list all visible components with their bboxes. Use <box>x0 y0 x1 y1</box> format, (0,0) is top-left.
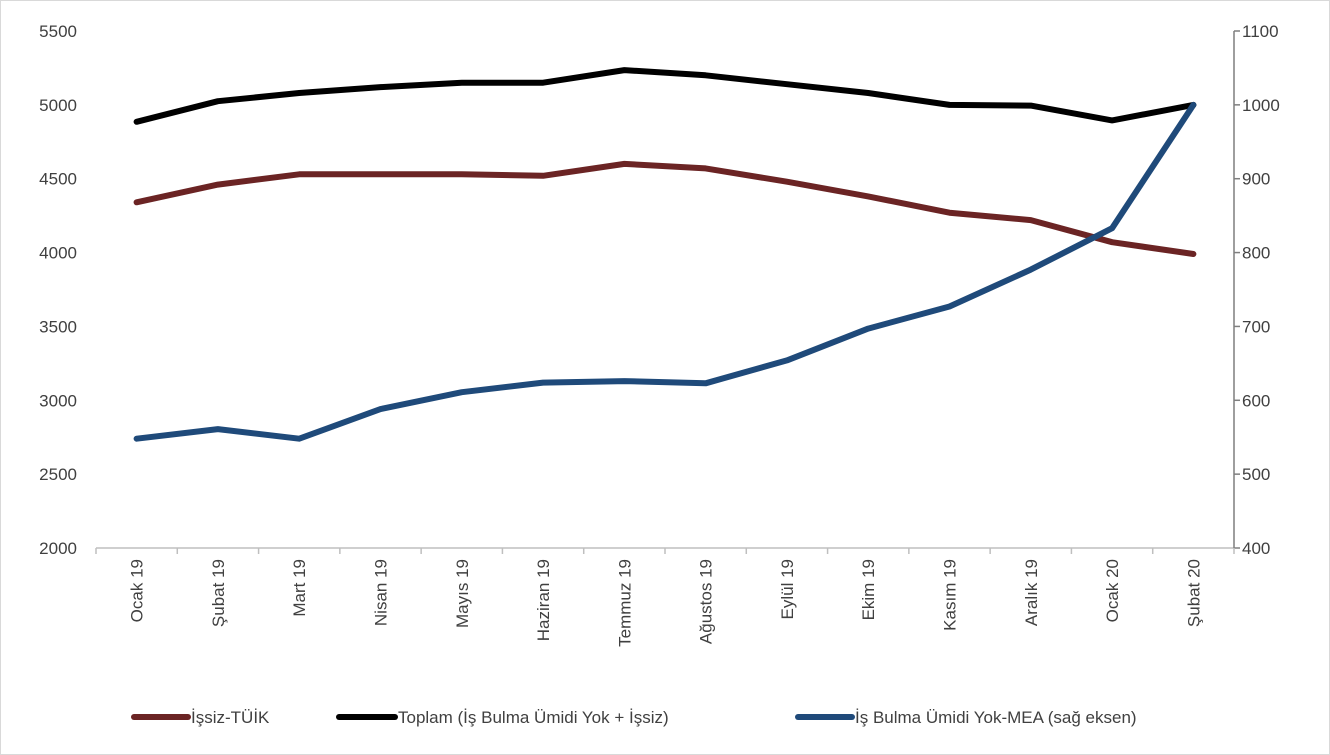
x-axis-ticks: Ocak 19 Şubat 19 Mart 19 Nisan 19 Mayıs 19 Ha… <box>95 548 1235 647</box>
series-line-3 <box>133 101 1197 442</box>
x-tick-label: Temmuz 19 <box>615 559 634 647</box>
x-tick-label: Eylül 19 <box>778 559 797 619</box>
right-y-tick-label: 1100 <box>1242 22 1279 41</box>
left-y-tick-label: 4500 <box>39 170 77 189</box>
left-y-axis-ticks: 2000 2500 3000 3500 4000 4500 5000 5500 <box>39 22 77 558</box>
legend-entry-label: İş Bulma Ümidi Yok-MEA (sağ eksen) <box>855 708 1137 727</box>
x-tick-label: Mart 19 <box>290 559 309 617</box>
x-tick-label: Ekim 19 <box>859 559 878 620</box>
x-tick-label: Kasım 19 <box>941 559 960 631</box>
x-tick-label: Haziran 19 <box>534 559 553 641</box>
right-y-tick-label: 700 <box>1242 317 1270 336</box>
x-tick-label: Ocak 19 <box>128 559 147 622</box>
x-tick-label: Şubat 20 <box>1184 559 1203 627</box>
series-line-1 <box>133 160 1197 257</box>
right-y-tick-label: 900 <box>1242 170 1270 189</box>
right-y-tick-label: 500 <box>1242 465 1270 484</box>
x-tick-label: Mayıs 19 <box>453 559 472 628</box>
left-y-tick-label: 5000 <box>39 96 77 115</box>
right-y-tick-label: 600 <box>1242 391 1270 410</box>
legend-entry-label: İşsiz-TÜİK <box>191 708 270 727</box>
x-tick-label: Nisan 19 <box>372 559 391 626</box>
legend-entry-label: Toplam (İş Bulma Ümidi Yok + İşsiz) <box>398 708 669 727</box>
left-y-tick-label: 2500 <box>39 465 77 484</box>
left-y-tick-label: 3000 <box>39 391 77 410</box>
x-tick-label: Ağustos 19 <box>697 559 716 644</box>
right-y-axis-ticks: 400 500 600 700 800 900 1000 1100 <box>1234 22 1280 558</box>
x-tick-label: Şubat 19 <box>209 559 228 627</box>
left-y-tick-label: 4000 <box>39 244 77 263</box>
left-y-tick-label: 2000 <box>39 539 77 558</box>
right-y-tick-label: 1000 <box>1242 96 1280 115</box>
series-lines <box>133 67 1197 442</box>
right-y-tick-label: 800 <box>1242 244 1270 263</box>
left-y-tick-label: 5500 <box>39 22 77 41</box>
left-y-tick-label: 3500 <box>39 317 77 336</box>
series-line-2 <box>133 67 1197 125</box>
x-tick-label: Ocak 20 <box>1103 559 1122 622</box>
legend: İşsiz-TÜİK Toplam (İş Bulma Ümidi Yok + İ… <box>131 708 1137 727</box>
right-y-tick-label: 400 <box>1242 539 1270 558</box>
x-tick-label: Aralık 19 <box>1022 559 1041 626</box>
